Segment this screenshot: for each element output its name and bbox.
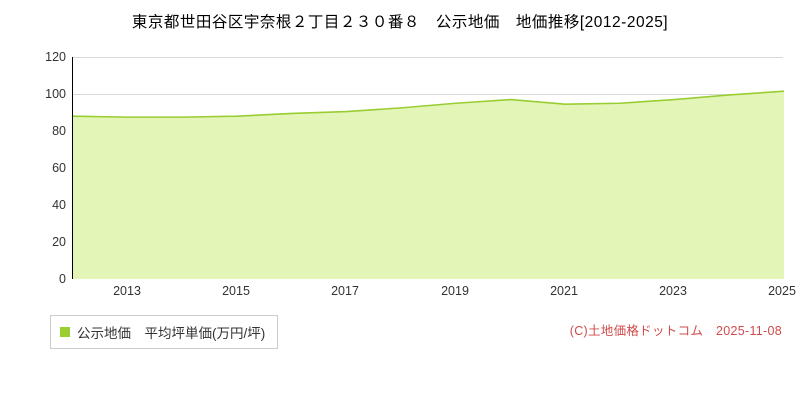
y-axis-tick-120: 120 (45, 50, 66, 64)
x-axis-tick-2017: 2017 (331, 284, 359, 298)
x-axis-tick-2019: 2019 (441, 284, 469, 298)
credit-text: (C)土地価格ドットコム 2025-11-08 (569, 324, 782, 338)
x-axis-tick-2015: 2015 (222, 284, 250, 298)
gridline-100 (73, 94, 783, 95)
y-axis-tick-20: 20 (52, 235, 66, 249)
x-axis-tick-2013: 2013 (113, 284, 141, 298)
y-axis-tick-40: 40 (52, 198, 66, 212)
plot-area (72, 57, 785, 279)
page-title: 東京都世田谷区宇奈根２丁目２３０番８ 公示地価 地価推移[2012-2025] (131, 14, 669, 31)
area-series-public-land-price (72, 90, 785, 279)
y-axis-tick-100: 100 (45, 87, 66, 101)
legend-swatch-icon (60, 327, 70, 337)
legend: 公示地価 平均坪単価(万円/坪) (50, 315, 279, 349)
legend-label: 公示地価 平均坪単価(万円/坪) (77, 326, 266, 341)
x-axis-tick-2021: 2021 (550, 284, 578, 298)
y-axis-tick-60: 60 (52, 161, 66, 175)
gridline-120 (73, 57, 783, 58)
x-axis-tick-2023: 2023 (659, 284, 687, 298)
y-axis-tick-0: 0 (59, 272, 66, 286)
x-axis-tick-2025: 2025 (768, 284, 796, 298)
y-axis-tick-80: 80 (52, 124, 66, 138)
